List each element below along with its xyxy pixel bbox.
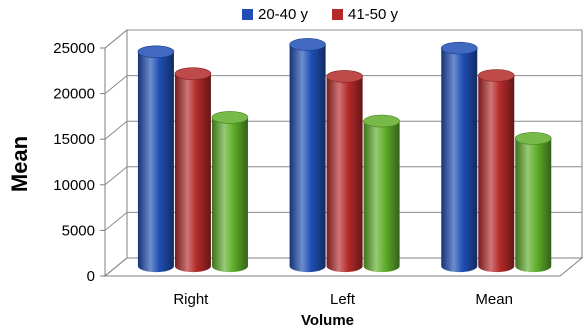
legend-swatch (332, 9, 343, 20)
gridline (104, 211, 582, 231)
bar-body (515, 138, 552, 273)
bar-body (326, 76, 363, 273)
bar-2-1 (477, 69, 515, 273)
bar-body (441, 48, 478, 273)
bar-top (137, 45, 175, 59)
legend-item: 20-40 y (242, 6, 309, 23)
bar-top (289, 38, 326, 51)
y-tick-label: 0 (87, 268, 95, 285)
bar-body (174, 73, 211, 273)
bar-top (211, 111, 249, 124)
y-tick-label: 15000 (53, 131, 95, 148)
side-wall-panel (104, 28, 128, 278)
x-category-label: Right (173, 291, 209, 308)
y-tick-label: 20000 (53, 86, 95, 103)
legend-label: 41-50 y (348, 6, 399, 23)
bar-1-0 (289, 38, 326, 273)
bar-0-2 (211, 111, 249, 273)
legend-label: 20-40 y (258, 6, 309, 23)
bar-0-1 (174, 67, 212, 273)
legend-item: 41-50 y (332, 6, 399, 23)
y-axis-title: Mean (7, 136, 32, 192)
bar-body (137, 51, 174, 273)
bar-top (174, 67, 212, 80)
x-axis-title: Volume (301, 312, 354, 329)
y-tick-label: 25000 (53, 40, 95, 57)
gridline (104, 166, 582, 186)
bar-top (326, 70, 363, 83)
bar-1-1 (326, 70, 363, 273)
bar-body (363, 121, 400, 273)
gridline (104, 75, 582, 94)
x-category-label: Mean (475, 291, 513, 308)
bar-top (514, 132, 552, 145)
x-category-label: Left (330, 291, 356, 308)
y-axis-ticks: 0 5000 10000 15000 20000 25000 (53, 40, 105, 285)
bar-2-0 (440, 41, 478, 273)
bar-top (477, 69, 515, 82)
y-tick-label: 5000 (62, 222, 95, 239)
bar-2-2 (514, 132, 552, 273)
x-axis-labels: Right Left Mean (173, 291, 513, 308)
bars (137, 38, 552, 273)
bar-body (478, 75, 515, 273)
bar-top (363, 114, 400, 128)
bar-body (211, 117, 248, 273)
legend: 20-40 y 41-50 y (242, 6, 399, 23)
bar-top (440, 41, 478, 55)
bar-body (289, 44, 326, 273)
legend-swatch (242, 9, 253, 20)
y-tick-label: 10000 (53, 177, 95, 194)
bar-0-0 (137, 45, 175, 273)
gridline (104, 29, 582, 49)
bar-1-2 (363, 114, 400, 273)
gridline (104, 120, 582, 140)
